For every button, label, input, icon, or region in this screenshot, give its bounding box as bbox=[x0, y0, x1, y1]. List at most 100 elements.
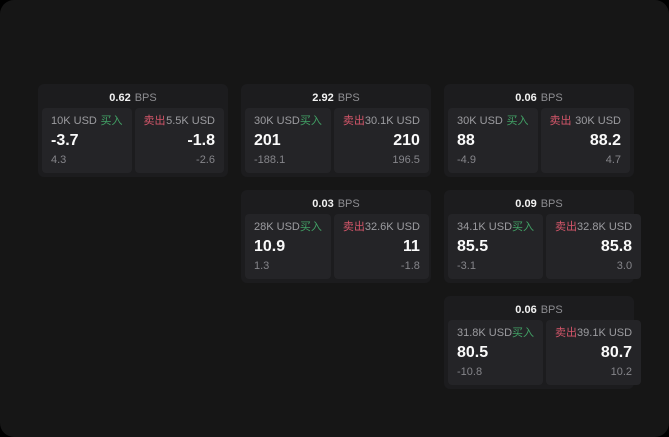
sell-price: 85.8 bbox=[600, 238, 633, 255]
quote-card: 2.92 BPS 30K USD 买入 201 -188.1 卖出 30.1K U… bbox=[241, 84, 431, 177]
bps-unit-label: BPS bbox=[540, 198, 563, 210]
buy-amount: 30K USD bbox=[457, 115, 503, 127]
buy-price: 85.5 bbox=[457, 238, 489, 255]
sell-tag: 卖出 bbox=[342, 115, 365, 127]
buy-quote-panel[interactable]: 31.8K USD 买入 80.5 -10.8 bbox=[448, 320, 544, 385]
quote-panels: 31.8K USD 买入 80.5 -10.8 卖出 39.1K USD 80.… bbox=[448, 320, 642, 385]
bps-value: 0.62 bbox=[109, 92, 131, 104]
sell-amount: 32.8K USD bbox=[577, 221, 633, 233]
bps-header: 0.06 BPS bbox=[448, 88, 630, 108]
buy-amount: 31.8K USD bbox=[457, 327, 513, 339]
sell-quote-panel[interactable]: 卖出 30K USD 88.2 4.7 bbox=[540, 108, 630, 173]
buy-price: 10.9 bbox=[254, 238, 286, 255]
bps-header: 2.92 BPS bbox=[245, 88, 427, 108]
buy-price: 201 bbox=[254, 132, 281, 149]
buy-panel-top: 30K USD 买入 bbox=[254, 115, 322, 128]
buy-quote-panel[interactable]: 28K USD 买入 10.9 1.3 bbox=[245, 214, 331, 279]
buy-panel-top: 31.8K USD 买入 bbox=[457, 327, 534, 340]
buy-panel-top: 10K USD 买入 bbox=[51, 115, 123, 128]
sell-sub-value: -1.8 bbox=[400, 260, 420, 272]
sell-panel-top: 卖出 32.6K USD bbox=[343, 221, 420, 234]
bps-unit-label: BPS bbox=[337, 92, 360, 104]
bps-value: 0.09 bbox=[515, 198, 537, 210]
buy-tag: 买入 bbox=[299, 221, 322, 233]
sell-panel-top: 卖出 5.5K USD bbox=[144, 115, 216, 128]
sell-panel-top: 卖出 32.8K USD bbox=[555, 221, 632, 234]
quote-card: 0.62 BPS 10K USD 买入 -3.7 4.3 卖出 5.5K USD … bbox=[38, 84, 228, 177]
sell-amount: 30K USD bbox=[575, 115, 621, 127]
sell-price: 88.2 bbox=[589, 132, 621, 149]
buy-panel-top: 30K USD 买入 bbox=[457, 115, 529, 128]
quote-card: 0.06 BPS 31.8K USD 买入 80.5 -10.8 卖出 39.1K… bbox=[444, 296, 642, 389]
bps-unit-label: BPS bbox=[134, 92, 157, 104]
bps-header: 0.06 BPS bbox=[448, 300, 630, 320]
sell-quote-panel[interactable]: 卖出 32.8K USD 85.8 3.0 bbox=[546, 214, 642, 279]
bps-value: 2.92 bbox=[312, 92, 334, 104]
sell-tag: 卖出 bbox=[143, 115, 166, 127]
quote-panels: 34.1K USD 买入 85.5 -3.1 卖出 32.8K USD 85.8… bbox=[448, 214, 642, 279]
buy-quote-panel[interactable]: 10K USD 买入 -3.7 4.3 bbox=[42, 108, 132, 173]
sell-amount: 39.1K USD bbox=[577, 327, 633, 339]
bps-value: 0.06 bbox=[515, 92, 537, 104]
sell-quote-panel[interactable]: 卖出 32.6K USD 11 -1.8 bbox=[333, 214, 429, 279]
buy-quote-panel[interactable]: 34.1K USD 买入 85.5 -3.1 bbox=[448, 214, 544, 279]
buy-tag: 买入 bbox=[512, 327, 535, 339]
bps-header: 0.62 BPS bbox=[42, 88, 224, 108]
sell-tag: 卖出 bbox=[555, 221, 578, 233]
sell-sub-value: 10.2 bbox=[610, 366, 633, 378]
buy-tag: 买入 bbox=[299, 115, 322, 127]
quote-panels: 28K USD 买入 10.9 1.3 卖出 32.6K USD 11 -1.8 bbox=[245, 214, 429, 279]
buy-price: -3.7 bbox=[51, 132, 79, 149]
sell-quote-panel[interactable]: 卖出 5.5K USD -1.8 -2.6 bbox=[134, 108, 224, 173]
buy-sub-value: -188.1 bbox=[254, 154, 286, 166]
sell-amount: 5.5K USD bbox=[166, 115, 215, 127]
sell-quote-panel[interactable]: 卖出 30.1K USD 210 196.5 bbox=[333, 108, 429, 173]
sell-panel-top: 卖出 30K USD bbox=[550, 115, 622, 128]
buy-panel-top: 28K USD 买入 bbox=[254, 221, 322, 234]
quote-card-grid: 0.62 BPS 10K USD 买入 -3.7 4.3 卖出 5.5K USD … bbox=[38, 84, 642, 389]
sell-quote-panel[interactable]: 卖出 39.1K USD 80.7 10.2 bbox=[546, 320, 642, 385]
bps-unit-label: BPS bbox=[337, 198, 360, 210]
quote-panels: 30K USD 买入 201 -188.1 卖出 30.1K USD 210 1… bbox=[245, 108, 429, 173]
sell-sub-value: -2.6 bbox=[196, 154, 215, 166]
buy-tag: 买入 bbox=[512, 221, 535, 233]
buy-sub-value: -4.9 bbox=[457, 154, 476, 166]
sell-sub-value: 4.7 bbox=[605, 154, 621, 166]
buy-quote-panel[interactable]: 30K USD 买入 201 -188.1 bbox=[245, 108, 331, 173]
sell-tag: 卖出 bbox=[555, 327, 578, 339]
quote-panels: 30K USD 买入 88 -4.9 卖出 30K USD 88.2 4.7 bbox=[448, 108, 630, 173]
sell-price: 80.7 bbox=[600, 344, 633, 361]
sell-sub-value: 3.0 bbox=[616, 260, 633, 272]
buy-amount: 30K USD bbox=[254, 115, 300, 127]
sell-price: 11 bbox=[402, 238, 420, 255]
quote-card: 0.03 BPS 28K USD 买入 10.9 1.3 卖出 32.6K USD… bbox=[241, 190, 431, 283]
quote-card: 0.06 BPS 30K USD 买入 88 -4.9 卖出 30K USD 88… bbox=[444, 84, 634, 177]
buy-sub-value: 1.3 bbox=[254, 260, 270, 272]
bps-header: 0.03 BPS bbox=[245, 194, 427, 214]
buy-price: 80.5 bbox=[457, 344, 489, 361]
sell-sub-value: 196.5 bbox=[392, 154, 420, 166]
buy-price: 88 bbox=[457, 132, 475, 149]
bps-value: 0.03 bbox=[312, 198, 334, 210]
buy-tag: 买入 bbox=[506, 115, 529, 127]
bps-value: 0.06 bbox=[515, 304, 537, 316]
buy-quote-panel[interactable]: 30K USD 买入 88 -4.9 bbox=[448, 108, 538, 173]
buy-tag: 买入 bbox=[100, 115, 123, 127]
sell-panel-top: 卖出 30.1K USD bbox=[343, 115, 420, 128]
buy-sub-value: -10.8 bbox=[457, 366, 483, 378]
bps-unit-label: BPS bbox=[540, 304, 563, 316]
bps-unit-label: BPS bbox=[540, 92, 563, 104]
sell-tag: 卖出 bbox=[342, 221, 365, 233]
sell-amount: 30.1K USD bbox=[364, 115, 420, 127]
sell-panel-top: 卖出 39.1K USD bbox=[555, 327, 632, 340]
bps-header: 0.09 BPS bbox=[448, 194, 630, 214]
buy-amount: 34.1K USD bbox=[457, 221, 513, 233]
quote-panels: 10K USD 买入 -3.7 4.3 卖出 5.5K USD -1.8 -2.… bbox=[42, 108, 224, 173]
buy-amount: 10K USD bbox=[51, 115, 97, 127]
sell-price: 210 bbox=[393, 132, 420, 149]
sell-tag: 卖出 bbox=[549, 115, 572, 127]
buy-amount: 28K USD bbox=[254, 221, 300, 233]
buy-panel-top: 34.1K USD 买入 bbox=[457, 221, 534, 234]
buy-sub-value: -3.1 bbox=[457, 260, 476, 272]
